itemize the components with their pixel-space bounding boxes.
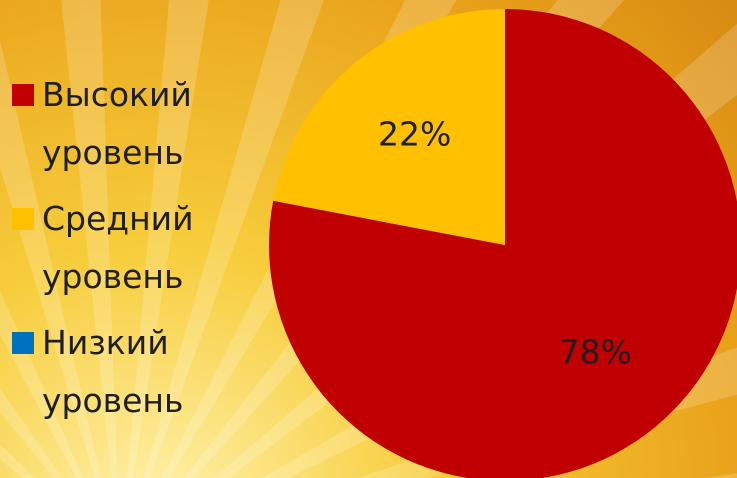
legend-entry: Низкий уровень xyxy=(12,314,232,430)
legend-label: Низкий уровень xyxy=(42,314,217,430)
legend-label: Высокий уровень xyxy=(42,66,217,182)
data-label: 78% xyxy=(559,333,632,372)
legend-swatch xyxy=(12,208,34,230)
legend-entry: Средний уровень xyxy=(12,190,232,306)
page: 78% 22% Высокий уровеньСредний уровеньНиз… xyxy=(0,0,737,478)
legend-entry: Высокий уровень xyxy=(12,66,232,182)
legend-label: Средний уровень xyxy=(42,190,217,306)
legend-swatch xyxy=(12,332,34,354)
legend-swatch xyxy=(12,84,34,106)
data-label: 22% xyxy=(378,114,451,153)
